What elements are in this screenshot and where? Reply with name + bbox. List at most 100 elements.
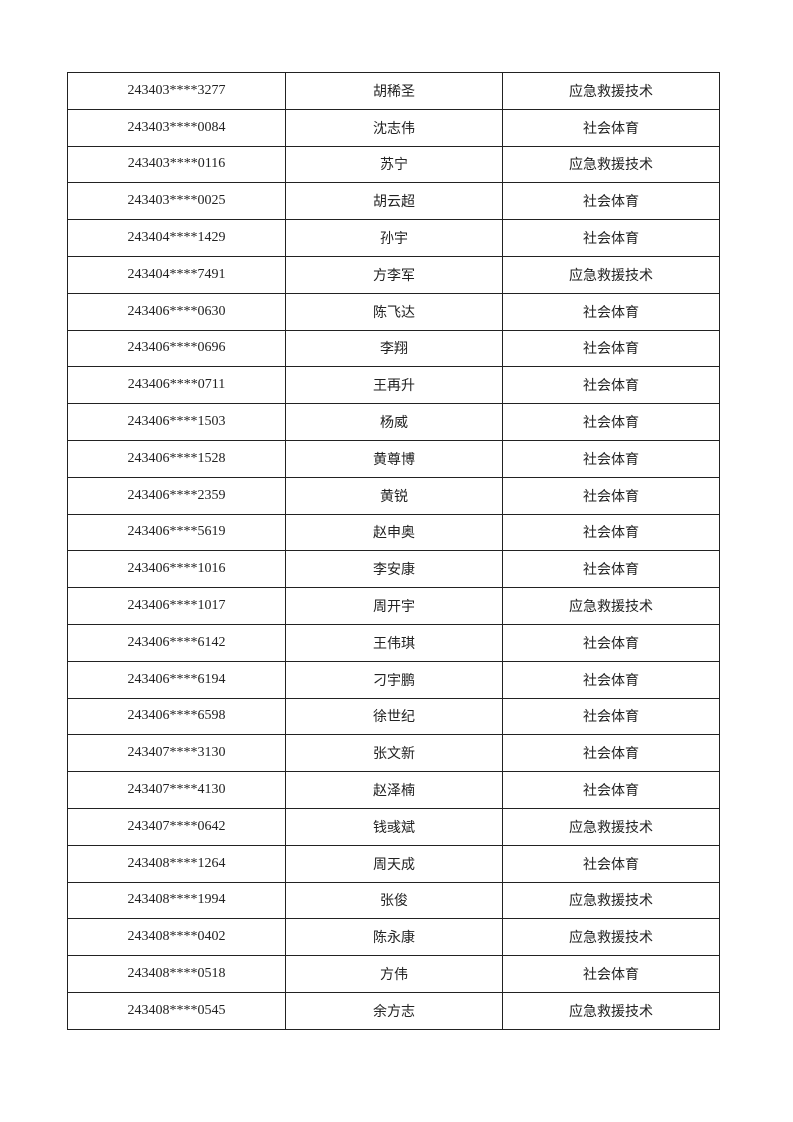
major-cell: 社会体育 xyxy=(502,955,720,993)
name-cell: 徐世纪 xyxy=(285,697,503,736)
table-row: 243408****0402 陈永康 应急救援技术 xyxy=(67,918,720,957)
major-cell: 社会体育 xyxy=(502,734,720,773)
name-cell: 钱彧斌 xyxy=(285,807,503,846)
table-row: 243408****0545 余方志 应急救援技术 xyxy=(67,991,720,1030)
major-cell: 社会体育 xyxy=(502,844,720,883)
student-id-cell: 243406****6142 xyxy=(67,623,286,662)
major-cell: 应急救援技术 xyxy=(502,145,720,184)
major-cell: 应急救援技术 xyxy=(502,807,720,846)
major-cell: 社会体育 xyxy=(502,366,720,405)
table-row: 243403****0116 苏宁 应急救援技术 xyxy=(67,145,720,184)
student-id-cell: 243406****0696 xyxy=(67,329,286,368)
student-id-cell: 243403****3277 xyxy=(67,72,286,110)
table-row: 243406****6598 徐世纪 社会体育 xyxy=(67,697,720,736)
name-cell: 胡稀圣 xyxy=(285,72,503,110)
major-cell: 应急救援技术 xyxy=(502,881,720,920)
student-id-cell: 243408****1994 xyxy=(67,881,286,920)
name-cell: 沈志伟 xyxy=(285,108,503,147)
major-cell: 社会体育 xyxy=(502,182,720,221)
major-cell: 应急救援技术 xyxy=(502,918,720,957)
name-cell: 周开宇 xyxy=(285,587,503,625)
table-row: 243403****3277 胡稀圣 应急救援技术 xyxy=(67,72,720,110)
name-cell: 黄锐 xyxy=(285,476,503,515)
student-id-cell: 243403****0025 xyxy=(67,182,286,221)
name-cell: 方伟 xyxy=(285,955,503,993)
table-row: 243403****0025 胡云超 社会体育 xyxy=(67,182,720,221)
major-cell: 社会体育 xyxy=(502,329,720,368)
student-id-cell: 243404****7491 xyxy=(67,255,286,294)
table-row: 243403****0084 沈志伟 社会体育 xyxy=(67,108,720,147)
student-id-cell: 243403****0084 xyxy=(67,108,286,147)
name-cell: 孙宇 xyxy=(285,219,503,257)
student-id-cell: 243407****0642 xyxy=(67,807,286,846)
student-id-cell: 243408****0545 xyxy=(67,991,286,1030)
major-cell: 应急救援技术 xyxy=(502,255,720,294)
name-cell: 王再升 xyxy=(285,366,503,405)
name-cell: 张文新 xyxy=(285,734,503,773)
table-row: 243406****5619 赵申奥 社会体育 xyxy=(67,513,720,552)
major-cell: 社会体育 xyxy=(502,513,720,552)
table-row: 243407****0642 钱彧斌 应急救援技术 xyxy=(67,807,720,846)
table-row: 243404****7491 方李军 应急救援技术 xyxy=(67,255,720,294)
student-id-cell: 243403****0116 xyxy=(67,145,286,184)
table-row: 243406****2359 黄锐 社会体育 xyxy=(67,476,720,515)
major-cell: 社会体育 xyxy=(502,403,720,441)
student-id-cell: 243406****1503 xyxy=(67,403,286,441)
major-cell: 应急救援技术 xyxy=(502,991,720,1030)
name-cell: 胡云超 xyxy=(285,182,503,221)
major-cell: 社会体育 xyxy=(502,108,720,147)
table-row: 243406****1016 李安康 社会体育 xyxy=(67,550,720,589)
major-cell: 社会体育 xyxy=(502,660,720,699)
table-row: 243406****6194 刁宇鹏 社会体育 xyxy=(67,660,720,699)
table-row: 243406****0630 陈飞达 社会体育 xyxy=(67,292,720,331)
table-row: 243407****3130 张文新 社会体育 xyxy=(67,734,720,773)
major-cell: 应急救援技术 xyxy=(502,587,720,625)
name-cell: 方李军 xyxy=(285,255,503,294)
table-row: 243404****1429 孙宇 社会体育 xyxy=(67,219,720,257)
major-cell: 应急救援技术 xyxy=(502,72,720,110)
major-cell: 社会体育 xyxy=(502,550,720,589)
student-id-cell: 243406****1016 xyxy=(67,550,286,589)
name-cell: 李翔 xyxy=(285,329,503,368)
student-id-cell: 243404****1429 xyxy=(67,219,286,257)
student-list-table: 243403****3277 胡稀圣 应急救援技术 243403****0084 沈志伟… xyxy=(67,72,720,1030)
table-row: 243406****1503 杨威 社会体育 xyxy=(67,403,720,441)
student-id-cell: 243406****6598 xyxy=(67,697,286,736)
table-row: 243406****1017 周开宇 应急救援技术 xyxy=(67,587,720,625)
student-id-cell: 243406****6194 xyxy=(67,660,286,699)
major-cell: 社会体育 xyxy=(502,439,720,478)
table-row: 243408****0518 方伟 社会体育 xyxy=(67,955,720,993)
name-cell: 杨威 xyxy=(285,403,503,441)
name-cell: 赵泽楠 xyxy=(285,771,503,809)
name-cell: 苏宁 xyxy=(285,145,503,184)
student-id-cell: 243406****1017 xyxy=(67,587,286,625)
student-id-cell: 243406****1528 xyxy=(67,439,286,478)
table-row: 243408****1994 张俊 应急救援技术 xyxy=(67,881,720,920)
student-id-cell: 243407****3130 xyxy=(67,734,286,773)
student-id-cell: 243406****5619 xyxy=(67,513,286,552)
major-cell: 社会体育 xyxy=(502,697,720,736)
major-cell: 社会体育 xyxy=(502,292,720,331)
student-id-cell: 243406****0630 xyxy=(67,292,286,331)
name-cell: 赵申奥 xyxy=(285,513,503,552)
name-cell: 余方志 xyxy=(285,991,503,1030)
student-id-cell: 243406****0711 xyxy=(67,366,286,405)
student-id-cell: 243406****2359 xyxy=(67,476,286,515)
table-row: 243406****0696 李翔 社会体育 xyxy=(67,329,720,368)
name-cell: 周天成 xyxy=(285,844,503,883)
table-body: 243403****3277 胡稀圣 应急救援技术 243403****0084 沈志伟… xyxy=(67,72,720,1030)
table-row: 243407****4130 赵泽楠 社会体育 xyxy=(67,771,720,809)
table-row: 243406****1528 黄尊博 社会体育 xyxy=(67,439,720,478)
student-id-cell: 243407****4130 xyxy=(67,771,286,809)
student-id-cell: 243408****0402 xyxy=(67,918,286,957)
name-cell: 李安康 xyxy=(285,550,503,589)
name-cell: 张俊 xyxy=(285,881,503,920)
table-row: 243406****6142 王伟琪 社会体育 xyxy=(67,623,720,662)
student-id-cell: 243408****1264 xyxy=(67,844,286,883)
student-id-cell: 243408****0518 xyxy=(67,955,286,993)
table-row: 243408****1264 周天成 社会体育 xyxy=(67,844,720,883)
name-cell: 陈永康 xyxy=(285,918,503,957)
name-cell: 刁宇鹏 xyxy=(285,660,503,699)
name-cell: 黄尊博 xyxy=(285,439,503,478)
name-cell: 陈飞达 xyxy=(285,292,503,331)
